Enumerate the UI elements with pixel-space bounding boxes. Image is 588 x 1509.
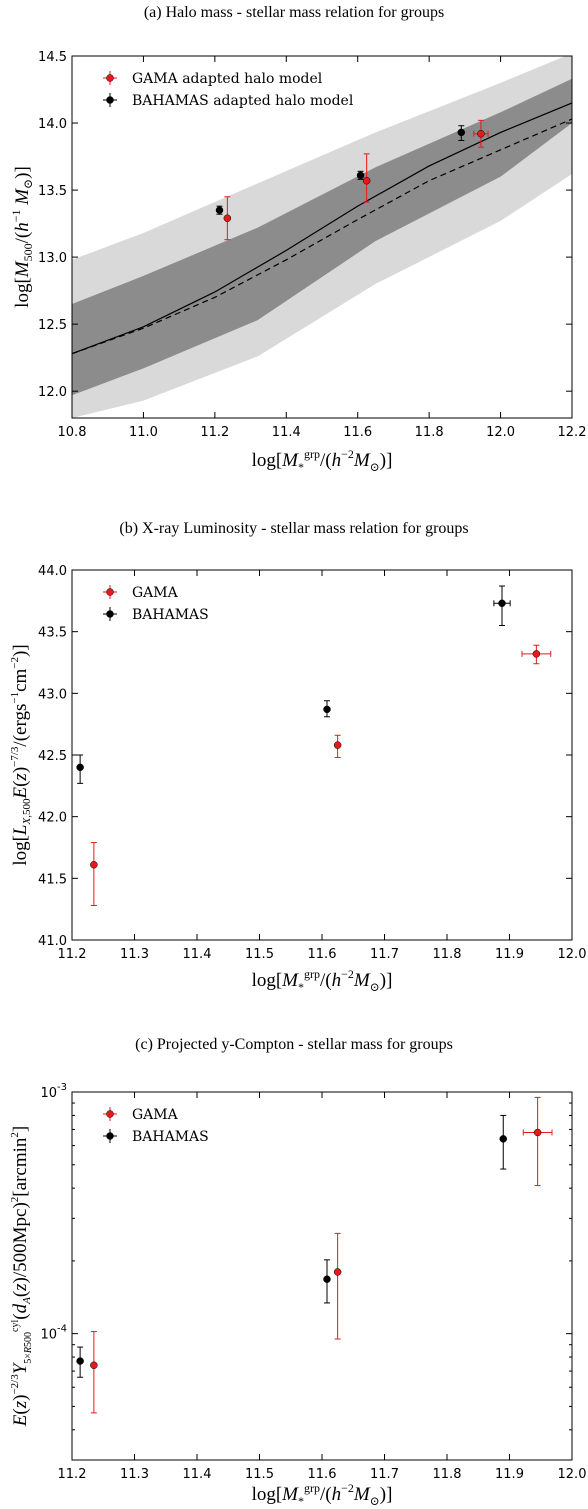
- x-tick-label: 11.4: [183, 1467, 212, 1482]
- data-point: [499, 1135, 507, 1143]
- x-tick-label: 11.8: [433, 1467, 462, 1482]
- solid-relation-line: [72, 102, 572, 355]
- legend-marker: [106, 1110, 114, 1118]
- y-tick-label: 10-4: [40, 1324, 67, 1343]
- data-point: [215, 206, 224, 214]
- x-tick-label: 11.5: [245, 947, 274, 962]
- data-point: [333, 741, 342, 749]
- x-tick-label: 11.6: [343, 425, 372, 440]
- x-tick-label: 12.0: [558, 947, 587, 962]
- data-point: [323, 705, 331, 714]
- caption-a: (a) Halo mass - stellar mass relation fo…: [143, 4, 445, 21]
- data-point: [362, 176, 371, 185]
- y-tick-label: 42.0: [38, 811, 67, 826]
- x-tick-label: 11.0: [129, 425, 158, 440]
- data-point: [477, 130, 485, 138]
- caption-c: (c) Projected y-Compton - stellar mass f…: [135, 1036, 453, 1053]
- legend-marker: [106, 588, 114, 596]
- y-axis-label: log[M500/(h−1 M⊙)]: [9, 166, 35, 308]
- x-tick-label: 11.3: [120, 1467, 149, 1482]
- legend-label: GAMA: [132, 1107, 179, 1123]
- y-tick-label: 14.0: [38, 117, 67, 132]
- y-tick-label: 44.0: [38, 564, 67, 579]
- y-tick-label: 43.0: [38, 687, 67, 702]
- x-tick-label: 10.8: [58, 425, 87, 440]
- legend-label: BAHAMAS adapted halo model: [132, 93, 354, 109]
- plot-frame: [71, 55, 573, 419]
- data-point: [498, 599, 506, 608]
- plot-area: [72, 56, 572, 418]
- y-tick-label: 10-3: [40, 1082, 67, 1101]
- legend-marker: [106, 1132, 114, 1140]
- x-tick-label: 11.9: [495, 1467, 524, 1482]
- x-tick-label: 11.5: [245, 1467, 274, 1482]
- x-tick-label: 11.2: [58, 947, 87, 962]
- legend-marker: [106, 610, 114, 618]
- data-point: [533, 1128, 542, 1137]
- x-tick-label: 11.4: [183, 947, 212, 962]
- x-tick-label: 11.4: [272, 425, 301, 440]
- legend-label: BAHAMAS: [132, 1129, 209, 1145]
- x-tick-label: 11.6: [308, 1467, 337, 1482]
- x-tick-label: 11.3: [120, 947, 149, 962]
- plot-frame: [71, 1091, 573, 1461]
- x-tick-label: 11.8: [433, 947, 462, 962]
- y-tick-label: 41.0: [38, 934, 67, 949]
- legend-marker: [106, 96, 114, 104]
- x-axis-label: log[M*grp/(h−2M⊙)]: [252, 967, 393, 994]
- data-point: [457, 128, 466, 137]
- x-tick-label: 11.2: [58, 1467, 87, 1482]
- caption-b: (b) X-ray Luminosity - stellar mass rela…: [119, 520, 469, 537]
- y-tick-label: 13.0: [38, 251, 67, 266]
- legend-label: BAHAMAS: [132, 607, 209, 623]
- y-tick-label: 14.5: [38, 50, 67, 65]
- y-tick-label: 43.5: [38, 626, 67, 641]
- legend-marker: [106, 74, 114, 82]
- data-point: [76, 1357, 84, 1365]
- y-tick-label: 42.5: [38, 749, 67, 764]
- x-tick-label: 11.9: [495, 947, 524, 962]
- data-point: [356, 171, 365, 180]
- y-axis-label: E(z)−2/3Y5×R500cyl(dA(z)/500Mpc)2[arcmin…: [9, 1126, 34, 1427]
- y-tick-label: 13.5: [38, 184, 67, 199]
- y-tick-label: 12.5: [38, 318, 67, 333]
- y-tick-label: 41.5: [38, 872, 67, 887]
- legend-label: GAMA adapted halo model: [132, 71, 323, 87]
- x-tick-label: 11.7: [370, 1467, 399, 1482]
- x-tick-label: 11.6: [308, 947, 337, 962]
- data-point: [333, 1268, 342, 1276]
- x-tick-label: 12.2: [558, 425, 587, 440]
- data-point: [76, 763, 84, 772]
- x-tick-label: 12.0: [558, 1467, 587, 1482]
- data-point: [323, 1275, 331, 1283]
- dashed-relation-line: [72, 118, 572, 355]
- x-tick-label: 11.2: [200, 425, 229, 440]
- x-tick-label: 11.7: [370, 947, 399, 962]
- x-tick-label: 11.8: [415, 425, 444, 440]
- data-point: [90, 1361, 98, 1369]
- x-axis-label: log[M*grp/(h−2M⊙)]: [252, 447, 393, 474]
- data-point: [223, 214, 232, 222]
- data-point: [90, 861, 98, 869]
- data-point: [532, 650, 541, 658]
- y-tick-label: 12.0: [38, 385, 67, 400]
- legend-label: GAMA: [132, 585, 179, 601]
- x-axis-label: log[M*grp/(h−2M⊙)]: [252, 1481, 393, 1508]
- x-tick-label: 12.0: [486, 425, 515, 440]
